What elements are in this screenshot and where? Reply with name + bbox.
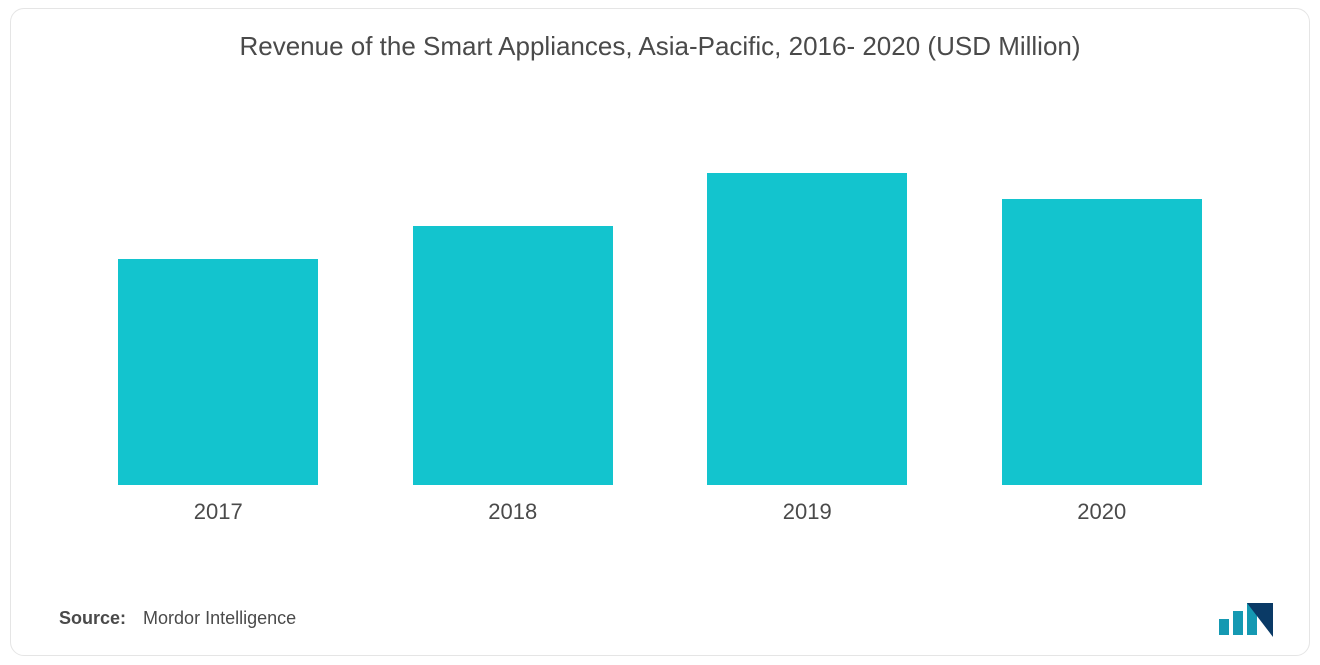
source-text: Mordor Intelligence	[143, 608, 296, 628]
source-attribution: Source: Mordor Intelligence	[59, 608, 296, 629]
bar-slot	[71, 109, 366, 485]
x-axis-label: 2017	[71, 499, 366, 525]
bar	[413, 226, 613, 485]
logo-bar-1	[1219, 619, 1229, 635]
x-axis-labels: 2017201820192020	[71, 499, 1249, 525]
bar-slot	[366, 109, 661, 485]
chart-frame: Revenue of the Smart Appliances, Asia-Pa…	[10, 8, 1310, 656]
x-axis-label: 2020	[955, 499, 1250, 525]
source-label: Source:	[59, 608, 126, 628]
bars-container	[71, 109, 1249, 485]
bar	[1002, 199, 1202, 485]
bar-slot	[660, 109, 955, 485]
x-axis-label: 2019	[660, 499, 955, 525]
bar	[118, 259, 318, 485]
logo-bar-2	[1233, 611, 1243, 635]
chart-title: Revenue of the Smart Appliances, Asia-Pa…	[11, 31, 1309, 62]
plot-area	[71, 109, 1249, 485]
bar	[707, 173, 907, 485]
mordor-logo-icon	[1217, 597, 1273, 637]
brand-logo	[1217, 597, 1273, 637]
x-axis-label: 2018	[366, 499, 661, 525]
bar-slot	[955, 109, 1250, 485]
